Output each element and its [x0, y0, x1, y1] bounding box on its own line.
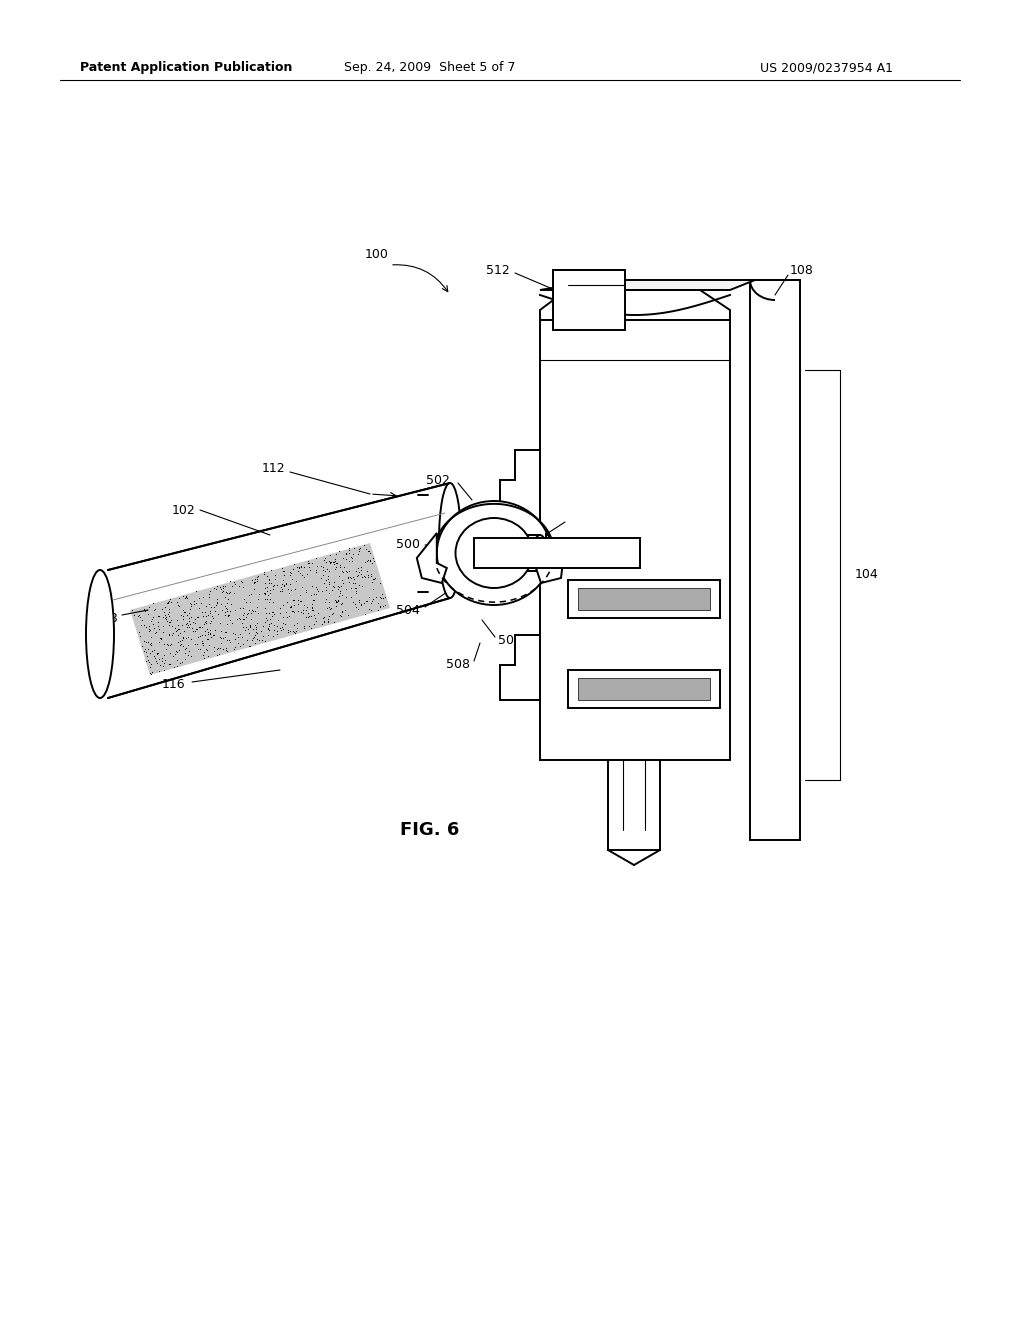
Ellipse shape [439, 483, 461, 598]
Ellipse shape [86, 570, 114, 698]
Bar [608, 760, 660, 850]
Text: 104: 104 [855, 569, 879, 582]
Bar [553, 271, 625, 330]
Polygon shape [130, 543, 390, 675]
Text: 512: 512 [486, 264, 510, 276]
Text: 504: 504 [396, 603, 420, 616]
Ellipse shape [456, 517, 532, 587]
Bar [578, 678, 710, 700]
Polygon shape [108, 483, 450, 698]
Polygon shape [500, 635, 540, 700]
Text: 116: 116 [162, 678, 185, 692]
Polygon shape [417, 533, 446, 583]
Polygon shape [536, 533, 564, 583]
Ellipse shape [437, 502, 551, 605]
Text: 514: 514 [568, 549, 592, 561]
Text: 100: 100 [365, 248, 389, 261]
Text: 506: 506 [498, 634, 522, 647]
Text: 508: 508 [446, 659, 470, 672]
Bar [568, 671, 720, 708]
Bar [750, 280, 800, 840]
Bar [568, 579, 720, 618]
Text: 112: 112 [261, 462, 285, 474]
Text: 510: 510 [568, 513, 592, 527]
Text: 502: 502 [426, 474, 450, 487]
Text: 108: 108 [790, 264, 814, 276]
Ellipse shape [534, 535, 547, 572]
Text: Patent Application Publication: Patent Application Publication [80, 62, 293, 74]
Polygon shape [540, 280, 755, 290]
Text: 118: 118 [94, 611, 118, 624]
Bar [540, 319, 730, 760]
Text: FIG. 6: FIG. 6 [400, 821, 460, 840]
Polygon shape [500, 450, 540, 520]
Text: US 2009/0237954 A1: US 2009/0237954 A1 [760, 62, 893, 74]
Bar [474, 539, 640, 568]
Text: Sep. 24, 2009  Sheet 5 of 7: Sep. 24, 2009 Sheet 5 of 7 [344, 62, 516, 74]
Text: 102: 102 [171, 503, 195, 516]
Text: 500: 500 [396, 539, 420, 552]
Bar [578, 587, 710, 610]
